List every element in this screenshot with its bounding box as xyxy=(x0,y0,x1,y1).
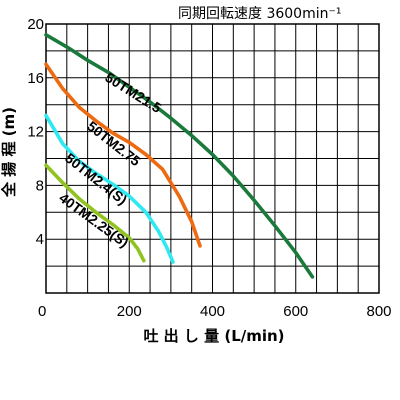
plot-frame xyxy=(45,23,380,294)
y-tick-label: 20 xyxy=(27,16,44,33)
series-line-2 xyxy=(44,113,175,264)
series-label-1: 50TM2.75 xyxy=(84,118,144,170)
series-line-3 xyxy=(44,163,146,263)
x-tick-label: 600 xyxy=(283,303,308,320)
y-axis-title: 全 揚 程 (m) xyxy=(0,107,18,198)
axis-ticks: 0 200 400 600 800 4 8 12 16 20 xyxy=(27,16,391,320)
x-tick-label: 200 xyxy=(117,303,142,320)
y-tick-label: 12 xyxy=(27,124,44,141)
x-tick-label: 800 xyxy=(366,303,391,320)
series-line-1 xyxy=(44,62,202,248)
performance-curves xyxy=(44,32,315,279)
y-tick-label: 16 xyxy=(27,70,44,87)
x-tick-label: 0 xyxy=(38,303,46,320)
x-axis-title: 吐 出 し 量 (L/min) xyxy=(143,327,284,345)
y-tick-label: 8 xyxy=(36,177,44,194)
series-line-0 xyxy=(44,32,315,279)
series-label-0: 50TM21.5 xyxy=(102,69,164,116)
chart-title: 同期回転速度 3600min⁻¹ xyxy=(178,6,341,22)
grid xyxy=(46,24,379,293)
x-tick-label: 400 xyxy=(200,303,225,320)
y-tick-label: 4 xyxy=(36,231,44,248)
